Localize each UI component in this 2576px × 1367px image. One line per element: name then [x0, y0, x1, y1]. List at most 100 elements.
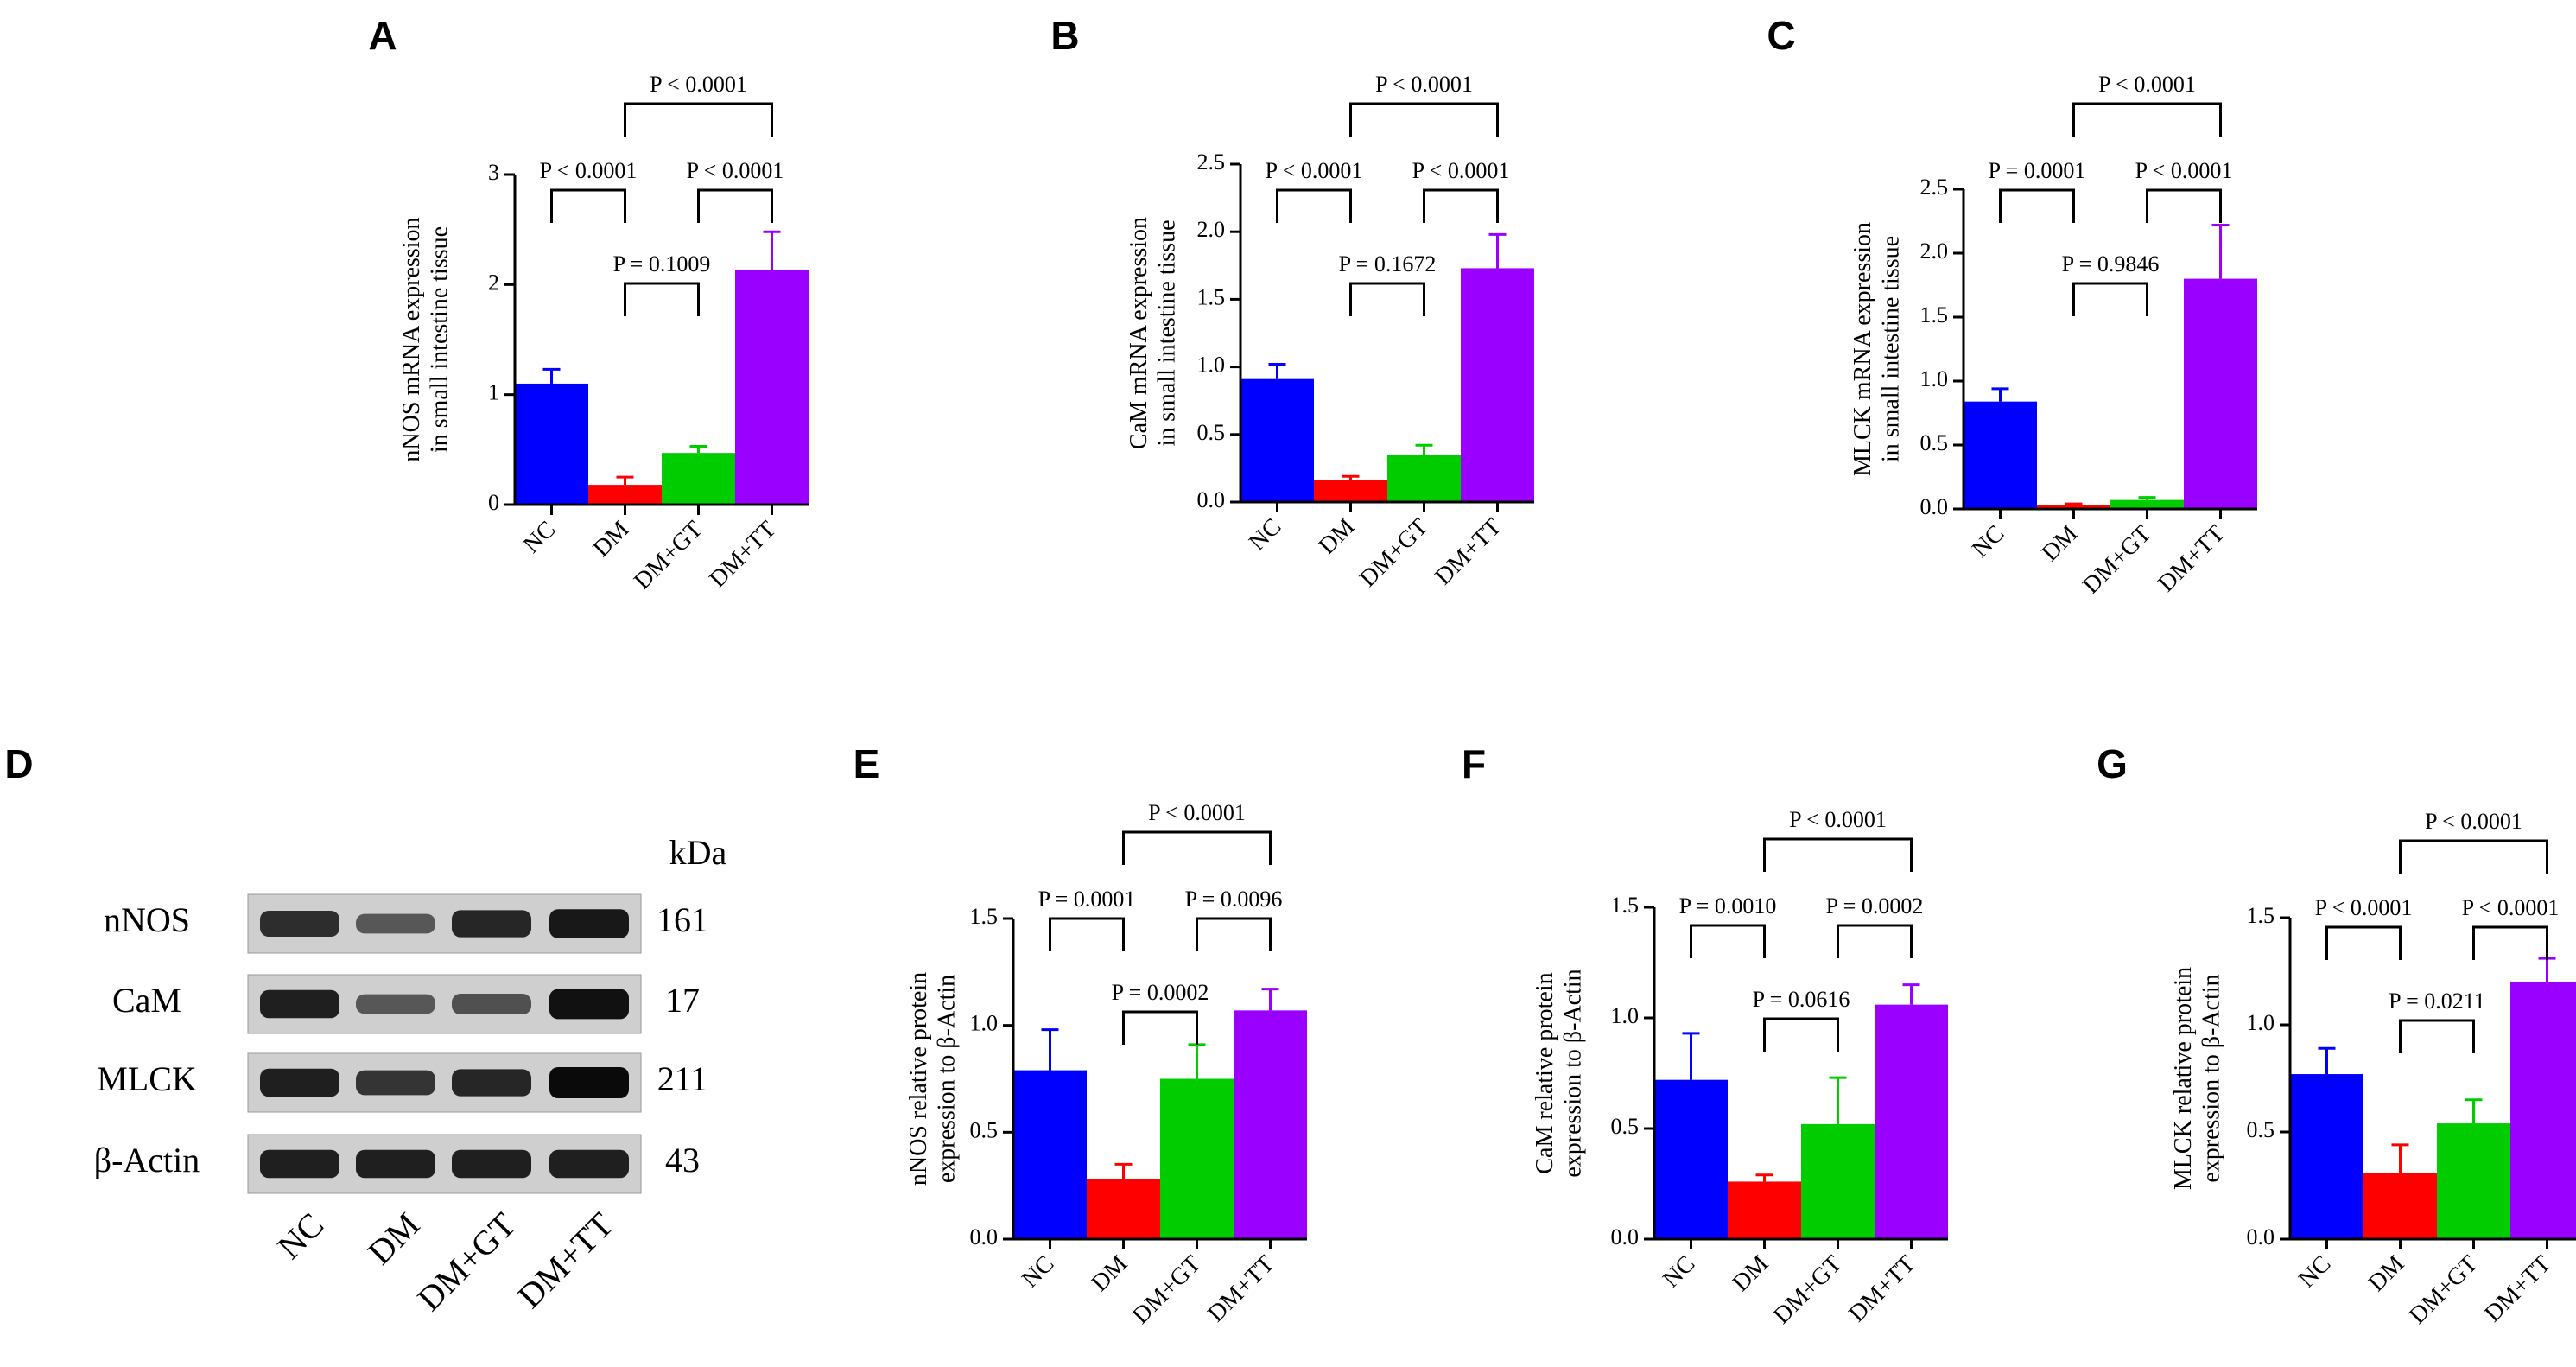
blot-row-nnos: nNOS 161: [104, 893, 708, 954]
blot-band: [356, 994, 435, 1014]
y-axis-label-line: MLCK mRNA expression: [1850, 222, 1876, 476]
y-axis-label-line: MLCK relative protein: [2170, 967, 2197, 1190]
blot-band: [260, 989, 339, 1019]
blot-band: [260, 1149, 339, 1179]
panel-letter: G: [2097, 741, 2128, 786]
bar-dm-tt: [2510, 982, 2576, 1239]
panel-letter: A: [368, 13, 397, 58]
bar-dm-tt: [1875, 1004, 1948, 1239]
y-tick-label: 1.0: [2247, 1010, 2275, 1035]
blot-band: [452, 910, 531, 938]
p-value-label: P = 0.0002: [1826, 893, 1924, 919]
p-value-label: P < 0.0001: [1266, 158, 1363, 183]
significance-bracket: [2072, 102, 2222, 137]
blot-band: [452, 994, 531, 1014]
p-value-label: P < 0.0001: [2425, 809, 2522, 834]
panel-letter: B: [1050, 13, 1079, 58]
y-tick-label: 1.0: [1197, 353, 1226, 378]
y-axis-label: CaM mRNA expressionin small intestine ti…: [1126, 217, 1180, 449]
p-value-label: P < 0.0001: [687, 158, 784, 183]
y-axis-label: nNOS mRNA expressionin small intestine t…: [398, 217, 453, 461]
y-tick-label: 0.5: [1920, 430, 1949, 455]
y-tick-label: 1.5: [1920, 302, 1949, 327]
y-tick-label: 0.5: [2247, 1117, 2275, 1142]
blot-row-mlck: MLCK 211: [97, 1052, 707, 1113]
y-axis-label: nNOS relative proteinexpression to β-Act…: [905, 972, 960, 1186]
bar-nc: [515, 383, 588, 505]
protein-label: nNOS: [104, 900, 190, 939]
blot-band: [356, 913, 435, 934]
significance-bracket: [1196, 917, 1272, 951]
protein-label: CaM: [112, 981, 181, 1020]
bar-dm: [588, 485, 662, 505]
y-axis-label-line: expression to β-Actin: [2198, 974, 2224, 1182]
y-tick-label: 0.0: [2247, 1224, 2275, 1249]
significance-bracket: [1763, 837, 1913, 872]
p-value-label: P < 0.0001: [2135, 158, 2233, 183]
significance-bracket: [1349, 102, 1499, 137]
significance-bracket: [697, 188, 773, 223]
significance-bracket: [550, 188, 626, 223]
significance-bracket: [2325, 925, 2402, 960]
p-value-label: P = 0.1009: [613, 251, 711, 277]
y-tick-label: 3: [488, 160, 499, 185]
y-tick-label: 0.0: [1920, 494, 1949, 519]
blot-band: [356, 1149, 435, 1179]
y-tick-label: 0.5: [1611, 1114, 1640, 1139]
y-axis-label-line: nNOS relative protein: [905, 972, 932, 1186]
bar-dm-gt: [1160, 1078, 1234, 1239]
y-axis-label-line: in small intestine tissue: [1153, 219, 1180, 446]
p-value-label: P < 0.0001: [650, 72, 747, 97]
p-value-label: P = 0.0010: [1679, 893, 1777, 919]
y-tick-label: 1.0: [1920, 366, 1949, 391]
y-axis-label-line: CaM relative protein: [1532, 972, 1558, 1173]
bar-dm: [2363, 1173, 2437, 1239]
p-value-label: P = 0.0002: [1112, 980, 1209, 1005]
significance-bracket: [1122, 830, 1272, 865]
bar-nc: [1013, 1070, 1087, 1239]
blot-band: [452, 1069, 531, 1097]
y-axis-label-line: in small intestine tissue: [426, 226, 453, 453]
p-value-label: P < 0.0001: [1375, 72, 1473, 97]
significance-bracket: [2072, 282, 2148, 316]
panel-letter: D: [4, 741, 33, 786]
bar-dm-gt: [2437, 1123, 2510, 1239]
blot-band: [260, 1068, 339, 1097]
significance-bracket: [2472, 925, 2548, 960]
y-axis-label-line: in small intestine tissue: [1877, 236, 1904, 462]
bar-nc: [1240, 378, 1314, 502]
blot-band: [452, 1149, 531, 1179]
p-value-label: P < 0.0001: [2098, 72, 2196, 97]
bar-dm: [1728, 1181, 1801, 1239]
y-axis-label: CaM relative proteinexpression to β-Acti…: [1532, 969, 1586, 1177]
significance-bracket: [1049, 917, 1125, 951]
blot-band: [549, 1067, 629, 1098]
p-value-label: P = 0.1672: [1339, 251, 1437, 277]
y-tick-label: 0.0: [1611, 1224, 1640, 1249]
y-tick-label: 2.0: [1197, 217, 1226, 242]
p-value-label: P < 0.0001: [540, 158, 638, 183]
kda-value: 17: [665, 981, 700, 1020]
y-tick-label: 2.5: [1920, 175, 1949, 200]
bar-dm: [2037, 505, 2110, 509]
significance-bracket: [1763, 1017, 1839, 1052]
panel-letter: E: [853, 741, 880, 786]
protein-label: MLCK: [97, 1059, 197, 1098]
bar-dm-gt: [662, 453, 735, 505]
p-value-label: P < 0.0001: [2315, 895, 2413, 920]
blot-band: [549, 909, 629, 938]
significance-bracket: [2146, 188, 2222, 223]
kda-value: 161: [657, 900, 708, 939]
y-axis-label-line: nNOS mRNA expression: [398, 217, 425, 461]
bar-dm-tt: [2184, 278, 2257, 509]
blot-row-cam: CaM 17: [112, 974, 700, 1034]
y-tick-label: 0.5: [1197, 420, 1226, 445]
p-value-label: P = 0.0211: [2389, 989, 2485, 1014]
bar-dm-tt: [1234, 1010, 1307, 1239]
p-value-label: P = 0.0001: [1038, 887, 1136, 912]
y-tick-label: 1.5: [2247, 903, 2275, 928]
blot-band: [549, 989, 629, 1020]
y-tick-label: 0.0: [970, 1224, 999, 1249]
blot-band: [549, 1149, 629, 1179]
